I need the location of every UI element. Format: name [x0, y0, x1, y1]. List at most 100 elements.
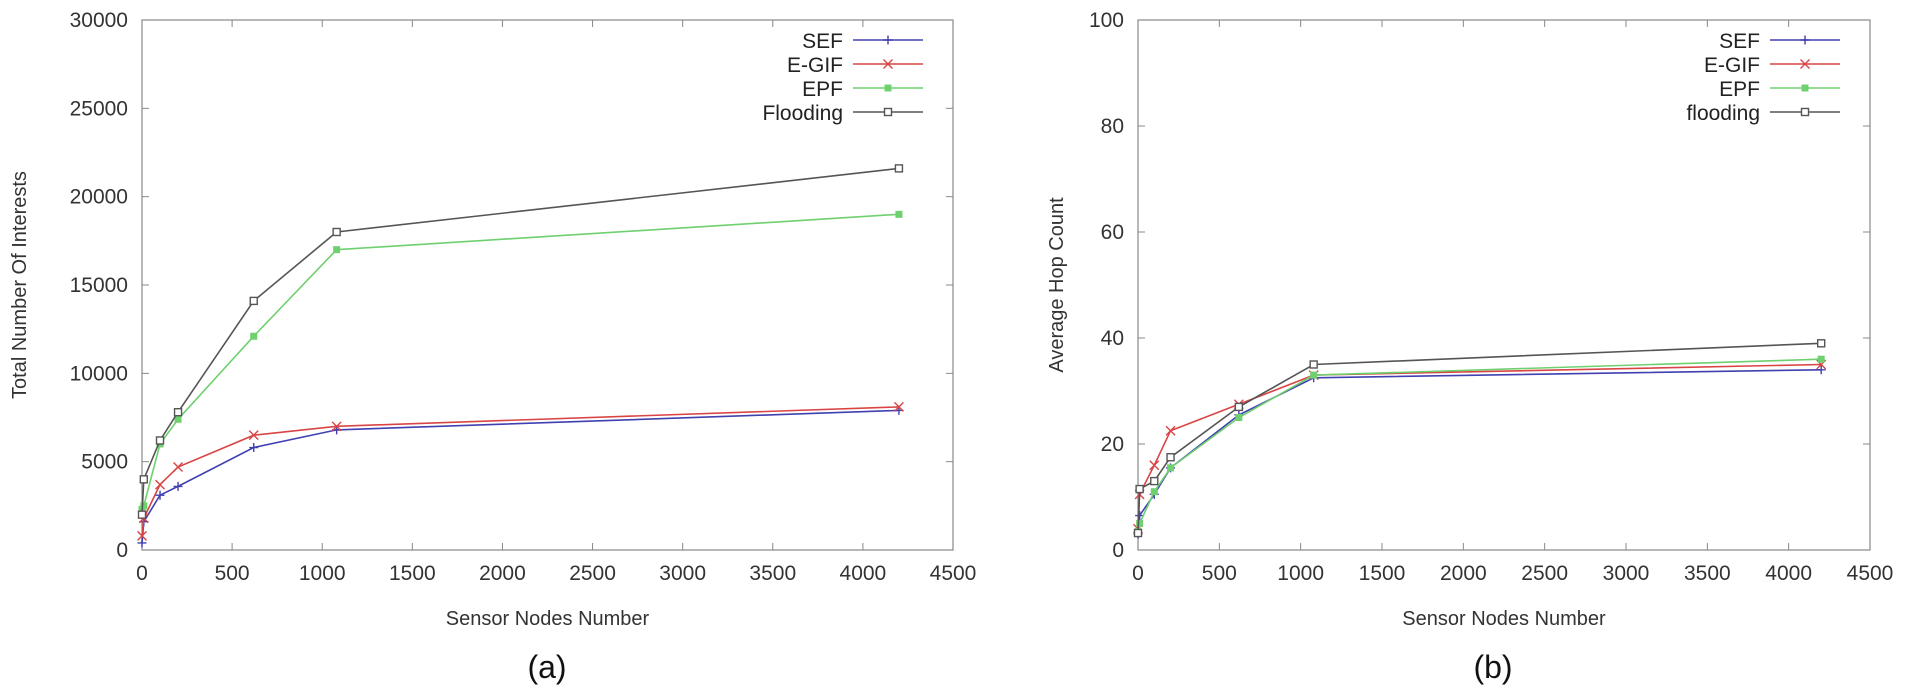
x-tick-label: 4500 — [1847, 562, 1894, 585]
data-point — [894, 164, 904, 173]
x-tick-label: 0 — [136, 562, 148, 585]
x-tick-label: 2000 — [1440, 562, 1487, 585]
legend-label: EPF — [1719, 78, 1760, 101]
x-tick-label: 2500 — [1521, 562, 1568, 585]
data-point — [1150, 476, 1159, 486]
data-point — [893, 401, 904, 412]
x-tick-label: 4000 — [1765, 562, 1812, 585]
legend-marker — [1801, 84, 1809, 92]
plot-frame — [1137, 19, 1871, 551]
data-point — [155, 436, 165, 445]
legend-label: Flooding — [762, 102, 843, 125]
y-tick-label: 40 — [1101, 327, 1124, 350]
data-point — [137, 538, 147, 548]
series-line — [1137, 358, 1822, 532]
x-tick-label: 1500 — [1359, 562, 1406, 585]
legend-marker — [884, 84, 892, 92]
x-tick-label: 3000 — [1603, 562, 1650, 585]
y-tick-label: 80 — [1101, 115, 1124, 138]
legend-entry-epf: EPF — [802, 78, 923, 101]
data-point — [1165, 425, 1176, 436]
y-axis-label: Average Hop Count — [1046, 197, 1068, 373]
data-point — [249, 296, 258, 306]
data-point — [1136, 520, 1144, 527]
x-tick-label: 3500 — [1684, 562, 1731, 585]
y-tick-label: 5000 — [81, 451, 128, 474]
x-axis-label: Sensor Nodes Number — [446, 608, 650, 630]
chart-panel-a: 0 5000 10000 15000 20000 25000 30000 0 500 1000 15… — [9, 9, 976, 685]
legend-label: SEF — [1719, 30, 1760, 53]
data-point — [1817, 355, 1825, 363]
legend-marker — [1800, 59, 1810, 69]
legend-label: flooding — [1686, 102, 1760, 125]
x-axis-label: Sensor Nodes Number — [1402, 608, 1606, 630]
data-point — [1235, 414, 1243, 421]
legend-label: SEF — [802, 30, 843, 53]
series-e-gif — [1133, 359, 1827, 534]
data-point — [173, 461, 184, 472]
legend-entry-e-gif: E-GIF — [787, 54, 923, 77]
data-point — [1166, 453, 1175, 462]
legend-label: E-GIF — [1704, 54, 1760, 77]
series-line — [141, 213, 899, 510]
data-point — [1167, 464, 1175, 472]
series-flooding — [1133, 339, 1826, 538]
y-tick-label: 0 — [116, 539, 128, 562]
y-tick-label: 0 — [1112, 539, 1124, 562]
legend-marker — [883, 59, 893, 69]
x-tick-label: 4500 — [930, 562, 977, 585]
data-point — [895, 210, 903, 218]
data-point — [331, 421, 342, 432]
data-point — [249, 443, 259, 453]
data-point — [250, 332, 258, 340]
legend-marker — [883, 35, 893, 45]
data-point — [155, 490, 165, 500]
legend-marker — [1800, 35, 1810, 45]
panel-caption: (a) — [527, 649, 566, 685]
legend-label: EPF — [802, 78, 843, 101]
legend-entry-e-gif: E-GIF — [1704, 54, 1840, 77]
x-tick-label: 500 — [215, 562, 250, 585]
series-line — [1137, 369, 1822, 535]
y-tick-label: 20000 — [70, 186, 128, 209]
data-point — [1150, 488, 1158, 496]
x-tick-label: 1000 — [299, 562, 346, 585]
data-point — [332, 227, 341, 237]
y-tick-label: 10000 — [70, 362, 128, 385]
data-point — [1133, 528, 1143, 538]
y-tick-label: 15000 — [70, 274, 128, 297]
x-tick-label: 3500 — [749, 562, 796, 585]
y-axis-label: Total Number Of Interests — [9, 171, 31, 399]
panel-caption: (b) — [1473, 649, 1512, 685]
x-tick-label: 2500 — [569, 562, 616, 585]
data-point — [174, 415, 182, 423]
data-point — [1816, 339, 1826, 348]
series-flooding — [137, 164, 904, 519]
legend-label: E-GIF — [787, 54, 843, 77]
x-tick-label: 4000 — [840, 562, 887, 585]
data-point — [333, 246, 341, 254]
data-point — [137, 530, 147, 541]
y-tick-label: 25000 — [70, 97, 128, 120]
data-point — [1135, 484, 1144, 494]
data-point — [140, 502, 148, 510]
legend-entry-flooding: flooding — [1686, 102, 1840, 125]
data-point — [248, 430, 259, 441]
x-tick-label: 3000 — [659, 562, 706, 585]
series-line — [1137, 363, 1822, 529]
x-tick-label: 1500 — [389, 562, 436, 585]
series-epf — [138, 210, 903, 513]
series-sef — [137, 405, 904, 548]
data-point — [1816, 365, 1826, 375]
x-tick-label: 2000 — [479, 562, 526, 585]
data-point — [173, 481, 183, 491]
data-point — [1149, 460, 1160, 471]
legend-entry-sef: SEF — [1719, 30, 1840, 53]
series-sef — [1133, 365, 1826, 539]
y-tick-label: 60 — [1101, 221, 1124, 244]
data-point — [137, 510, 147, 519]
series-line — [141, 167, 899, 515]
data-point — [1309, 360, 1318, 369]
